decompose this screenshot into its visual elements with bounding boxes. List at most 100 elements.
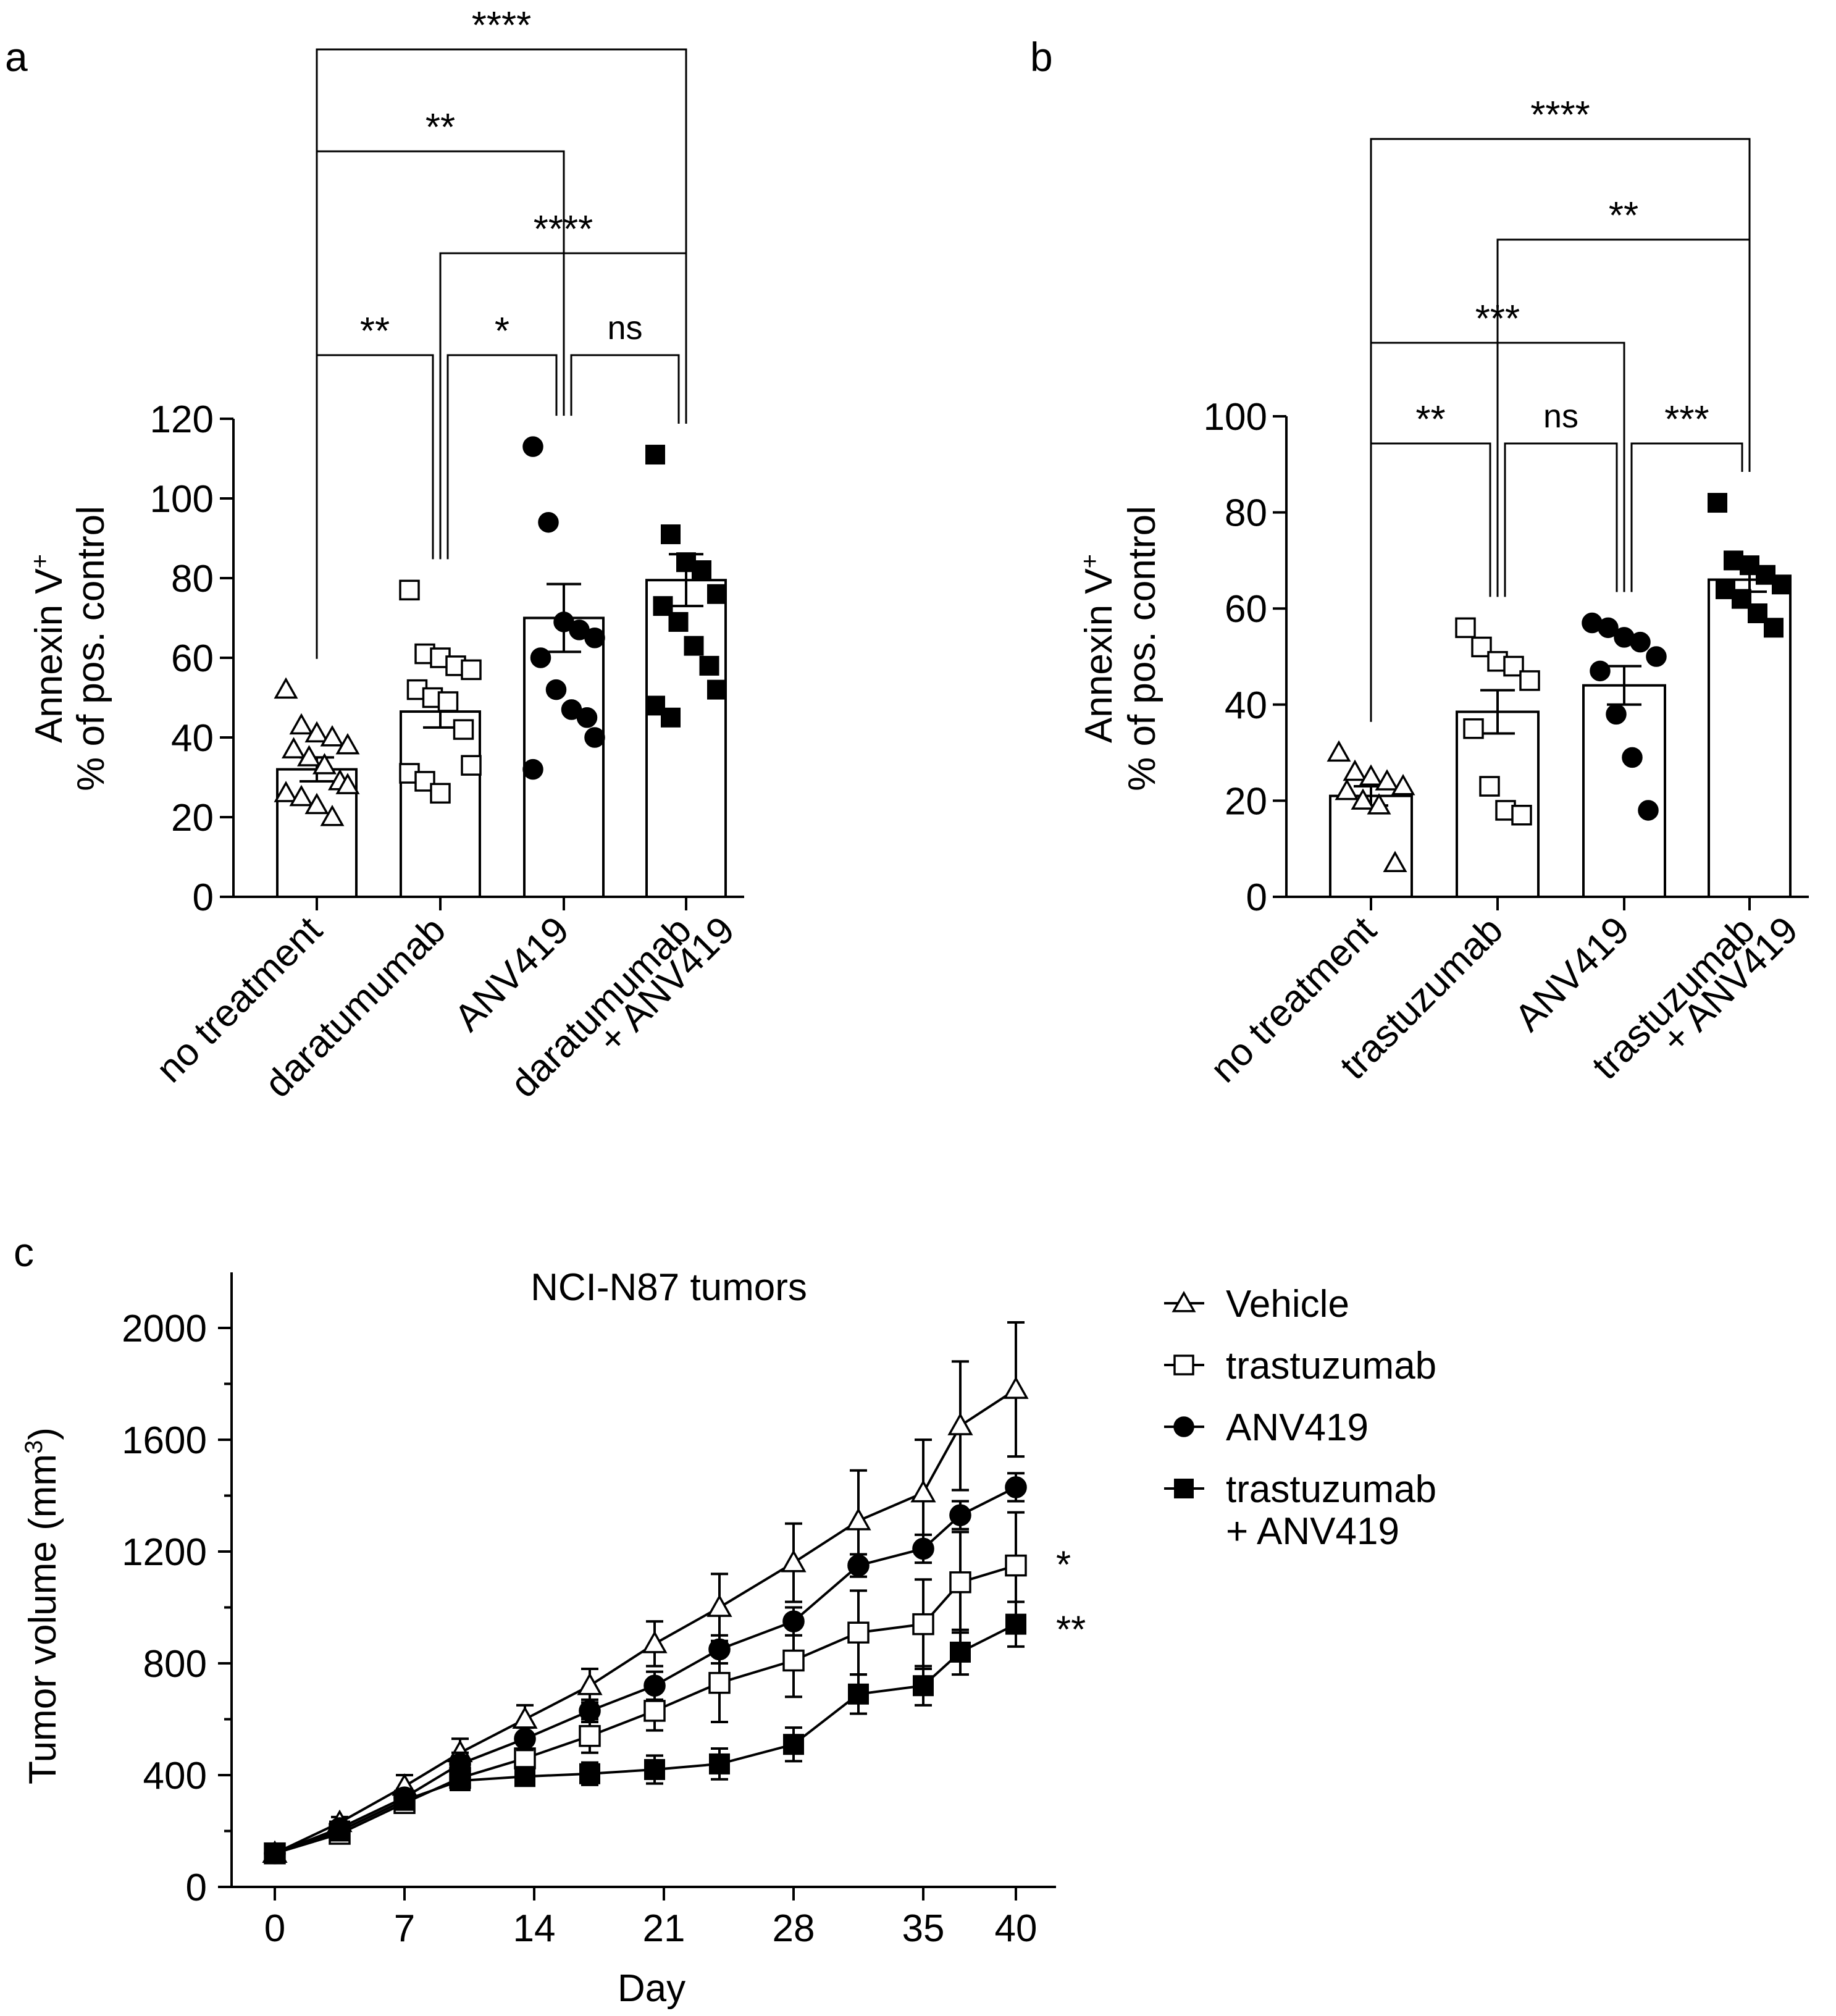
data-point (289, 713, 314, 735)
data-point (450, 1770, 471, 1792)
data-point (1351, 788, 1375, 810)
data-point (1005, 1476, 1027, 1498)
data-point (912, 1613, 934, 1636)
significance-bracket (1370, 442, 1491, 722)
data-point (661, 524, 681, 545)
significance-label: ** (425, 106, 455, 149)
x-axis-label: Day (618, 1967, 685, 2010)
y-tick-label: 100 (1204, 396, 1267, 439)
data-point (1764, 618, 1784, 638)
data-point (950, 1641, 971, 1663)
significance-bracket (1370, 138, 1751, 722)
data-point (1005, 1554, 1027, 1577)
data-point (1463, 718, 1484, 739)
significance-bracket (316, 48, 687, 659)
legend-marker (1173, 1416, 1194, 1437)
data-point (320, 804, 345, 826)
data-point (289, 784, 314, 807)
data-point (579, 1700, 601, 1722)
significance-label: * (495, 310, 509, 353)
data-point (514, 1766, 535, 1787)
panel-c: c NCI-N87 tumors 0 400 800 1200 1600 2000 0 7 14 21… (14, 1229, 1436, 2010)
significance-label: ** (360, 310, 390, 353)
data-point (847, 1554, 870, 1577)
y-tick-label: 0 (1246, 876, 1267, 919)
significance-bracket (446, 354, 558, 560)
y-tick-label: 0 (193, 876, 214, 919)
data-point (335, 773, 360, 794)
y-tick-label: 1200 (122, 1531, 207, 1574)
data-point (430, 783, 451, 804)
y-axis-label: Annexin V+ (1076, 554, 1120, 743)
data-point (512, 1706, 538, 1729)
panel-b: b 0 20 40 60 80 100 Annexin V+% of pos. control… (1030, 34, 1809, 1091)
data-point (913, 1675, 934, 1697)
data-point (1375, 769, 1399, 791)
series-line (274, 1486, 1017, 1855)
data-point (522, 758, 543, 780)
data-point (1471, 636, 1492, 658)
data-point (644, 1758, 665, 1780)
legend-marker (1172, 1290, 1196, 1312)
y-tick-label: 100 (150, 478, 214, 521)
y-tick-label: 800 (143, 1643, 207, 1686)
x-tick-label: 28 (773, 1907, 815, 1950)
data-point (1367, 793, 1391, 815)
y-tick-label: 400 (143, 1755, 207, 1797)
data-point (782, 1610, 805, 1632)
legend-marker (1174, 1479, 1194, 1498)
x-tick-label: 14 (513, 1907, 556, 1950)
y-tick-label: 2000 (122, 1308, 207, 1350)
data-point (579, 1724, 601, 1747)
series-line (274, 1388, 1017, 1855)
data-point (1003, 1376, 1029, 1399)
data-point (577, 1673, 603, 1695)
data-point (312, 753, 337, 775)
data-point (707, 679, 727, 700)
data-point (684, 636, 704, 656)
significance-label: ** (1415, 398, 1445, 441)
data-point (707, 584, 727, 604)
significance-bracket (1630, 442, 1743, 592)
y-axis-label: Tumor volume (mm3) (20, 1427, 64, 1784)
legend-label: ANV419 (1226, 1406, 1369, 1449)
data-point (706, 1594, 732, 1617)
data-point (1335, 778, 1359, 800)
data-point (1772, 574, 1792, 595)
legend-label: trastuzumab (1226, 1345, 1436, 1387)
data-point (709, 1753, 730, 1774)
data-point (297, 745, 321, 766)
data-point (1732, 589, 1751, 609)
y-axis-label-line2: % of pos. control (70, 506, 112, 791)
data-point (461, 755, 482, 776)
panel-label: c (14, 1229, 34, 1275)
data-point (545, 679, 567, 700)
data-point (453, 719, 474, 740)
data-point (949, 1571, 971, 1594)
data-point (514, 1747, 536, 1770)
data-point (335, 733, 360, 755)
data-point (848, 1683, 869, 1705)
y-tick-label: 1600 (122, 1419, 207, 1462)
data-point (530, 647, 551, 668)
data-point (1383, 850, 1407, 873)
data-point (1708, 493, 1727, 513)
data-point (282, 737, 306, 758)
significance-label: *** (1664, 398, 1709, 441)
y-axis-label: Annexin V+ (27, 554, 70, 743)
data-point (645, 445, 665, 465)
data-point (399, 579, 420, 601)
x-tick-label: 7 (394, 1907, 415, 1950)
y-tick-label: 20 (1225, 780, 1267, 823)
panel-label: b (1030, 34, 1053, 80)
data-point (584, 628, 605, 649)
data-point (584, 727, 605, 748)
data-point (708, 1671, 731, 1694)
legend-label: + ANV419 (1226, 1510, 1399, 1553)
data-point (320, 724, 345, 747)
data-point (329, 1820, 350, 1842)
data-point (274, 781, 298, 802)
data-point (699, 655, 719, 676)
data-point (847, 1621, 870, 1644)
